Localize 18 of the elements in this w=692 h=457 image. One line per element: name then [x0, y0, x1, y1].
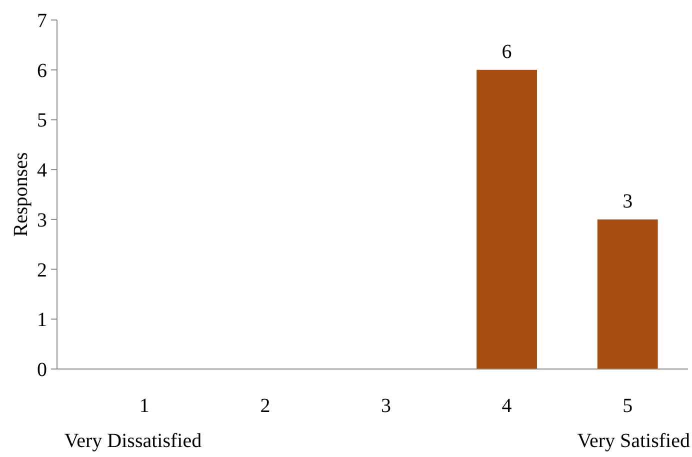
y-axis-title: Responses	[10, 152, 32, 237]
y-tick-label: 6	[37, 60, 47, 82]
x-tick-label: 5	[622, 395, 633, 417]
y-tick-label: 3	[37, 209, 47, 232]
y-tick-label: 2	[37, 259, 47, 282]
x-tick-label: 1	[139, 395, 150, 417]
text: Very Dissatisfied	[64, 430, 202, 452]
x-tick-label: 3	[381, 395, 391, 417]
x-tick-label: 2	[260, 395, 270, 417]
data-label: 3	[622, 190, 633, 212]
y-tick-label: 0	[37, 359, 47, 381]
y-tick-label: 5	[37, 110, 47, 132]
x-tick-label: 4	[502, 395, 512, 417]
data-label: 6	[502, 40, 512, 63]
text: Very Satisfied	[577, 430, 690, 452]
y-tick-label: 1	[37, 309, 47, 332]
y-tick-label: 7	[37, 10, 47, 32]
y-tick-label: 4	[37, 160, 47, 182]
